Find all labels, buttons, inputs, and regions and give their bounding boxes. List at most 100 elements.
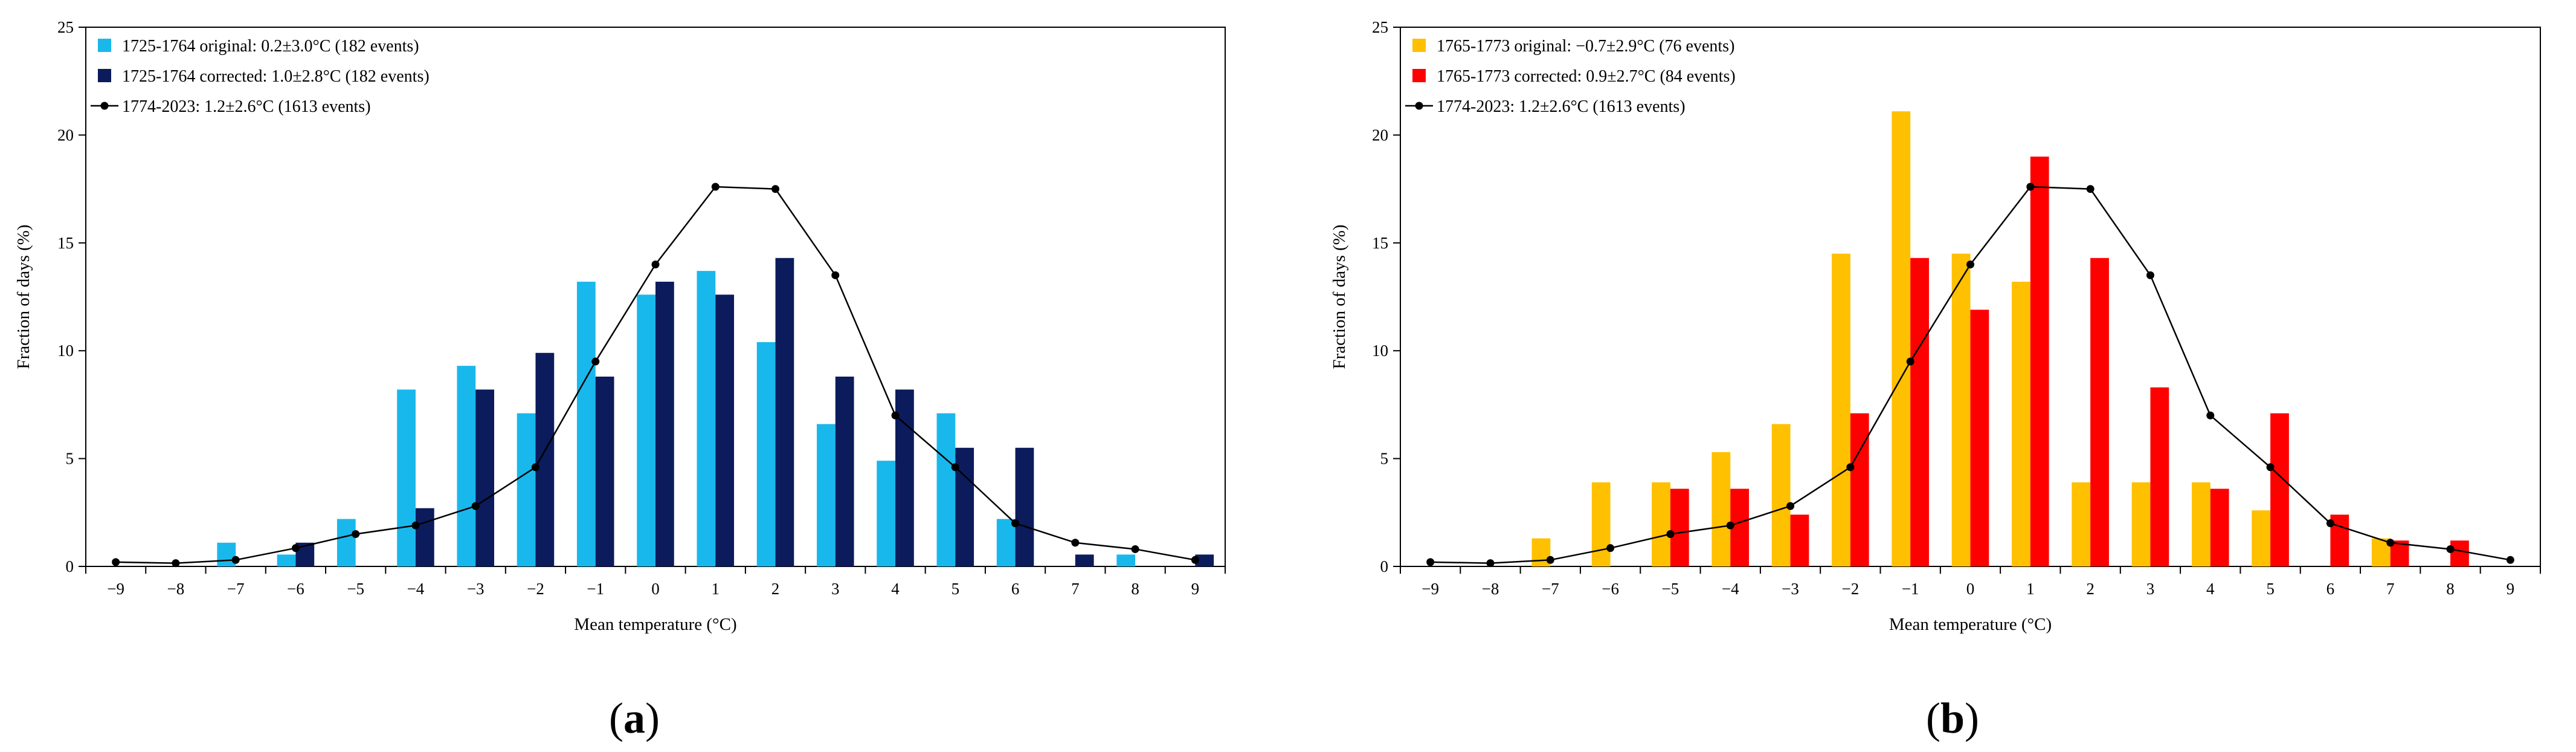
bar-corrected-−5 xyxy=(1670,488,1689,566)
reference-point xyxy=(411,521,420,530)
panel-paren: ) xyxy=(645,694,660,742)
bar-corrected-2 xyxy=(775,258,794,566)
x-axis-label: Mean temperature (°C) xyxy=(1889,615,2052,634)
x-tick-label: −3 xyxy=(467,580,485,598)
x-tick-label: 0 xyxy=(651,580,660,598)
y-tick-label: 10 xyxy=(1372,342,1388,360)
bar-corrected-−2 xyxy=(535,352,555,566)
x-tick-label: 2 xyxy=(771,580,780,598)
reference-point xyxy=(1666,530,1675,538)
bar-corrected-7 xyxy=(1075,554,1094,566)
x-tick-label: −9 xyxy=(1422,580,1439,598)
y-tick-label: 25 xyxy=(57,18,74,36)
bar-original-8 xyxy=(1116,554,1136,566)
reference-point xyxy=(591,357,600,366)
x-tick-label: 1 xyxy=(2026,580,2035,598)
legend-swatch xyxy=(1412,39,1426,52)
bar-original-−3 xyxy=(1771,424,1791,566)
legend-entry: 1725-1764 corrected: 1.0±2.8°C (182 even… xyxy=(122,67,430,86)
bar-corrected-−2 xyxy=(1850,413,1869,566)
bar-original-4 xyxy=(877,461,896,566)
bar-corrected-0 xyxy=(655,282,674,566)
reference-point xyxy=(1486,559,1495,568)
reference-point xyxy=(1011,519,1020,528)
reference-point xyxy=(831,271,840,279)
x-tick-label: −6 xyxy=(287,580,304,598)
reference-point xyxy=(2506,556,2514,564)
x-tick-label: 8 xyxy=(2446,580,2455,598)
reference-point xyxy=(1131,545,1139,553)
reference-point xyxy=(2206,411,2215,420)
legend-entry: 1774-2023: 1.2±2.6°C (1613 events) xyxy=(1437,97,1686,116)
panel-label: (a) xyxy=(609,694,660,742)
reference-point xyxy=(1426,558,1435,566)
bar-original-3 xyxy=(2131,482,2151,566)
legend-swatch xyxy=(98,69,111,82)
x-tick-label: 7 xyxy=(1071,580,1080,598)
y-tick-label: 20 xyxy=(57,126,74,144)
panel-paren: ( xyxy=(609,694,623,742)
bar-original-−4 xyxy=(1711,452,1731,566)
x-axis-label: Mean temperature (°C) xyxy=(574,615,736,634)
bar-corrected-0 xyxy=(1970,310,1989,566)
reference-point xyxy=(2086,185,2095,193)
reference-point xyxy=(352,530,360,538)
x-tick-label: 1 xyxy=(712,580,720,598)
bar-corrected-−4 xyxy=(415,508,434,566)
bar-original-−6 xyxy=(277,554,296,566)
x-tick-label: 4 xyxy=(2206,580,2215,598)
bar-original-−5 xyxy=(1652,482,1670,566)
bar-original-2 xyxy=(756,342,776,566)
x-tick-label: −1 xyxy=(587,580,604,598)
reference-point xyxy=(531,463,539,472)
y-tick-label: 10 xyxy=(57,342,74,360)
x-tick-label: −2 xyxy=(1842,580,1860,598)
reference-point xyxy=(172,559,180,568)
legend-swatch xyxy=(1412,69,1426,82)
reference-point xyxy=(1786,502,1795,510)
bar-original-5 xyxy=(2252,510,2271,566)
bar-original-3 xyxy=(817,424,836,566)
bar-original-1 xyxy=(697,271,716,566)
bar-original-5 xyxy=(936,413,956,566)
reference-point xyxy=(1966,260,1974,268)
x-tick-label: 5 xyxy=(2266,580,2275,598)
bar-original-2 xyxy=(2072,482,2091,566)
reference-point xyxy=(471,502,480,510)
reference-point xyxy=(2146,271,2154,279)
y-tick-label: 15 xyxy=(57,234,74,252)
x-tick-label: 6 xyxy=(2326,580,2335,598)
x-tick-label: −5 xyxy=(347,580,364,598)
panel-letter: a xyxy=(623,694,645,742)
y-tick-label: 15 xyxy=(1372,234,1388,252)
reference-point xyxy=(651,260,660,268)
legend-marker xyxy=(100,102,109,110)
reference-point xyxy=(1546,556,1554,564)
panel-paren: ) xyxy=(1965,694,1979,742)
x-tick-label: 3 xyxy=(2146,580,2155,598)
reference-point xyxy=(2266,463,2275,472)
x-tick-label: 2 xyxy=(2086,580,2095,598)
bar-corrected-−3 xyxy=(475,389,494,566)
reference-point xyxy=(291,544,300,553)
reference-point xyxy=(2446,545,2455,553)
bar-corrected-−3 xyxy=(1790,514,1809,566)
legend: 1725-1764 original: 0.2±3.0°C (182 event… xyxy=(91,37,430,116)
bar-corrected-−1 xyxy=(595,377,614,566)
legend-entry: 1725-1764 original: 0.2±3.0°C (182 event… xyxy=(122,37,419,56)
bar-original-−5 xyxy=(336,519,356,566)
bar-corrected-3 xyxy=(2150,387,2169,566)
bar-corrected-6 xyxy=(1015,447,1034,566)
x-tick-label: −9 xyxy=(107,580,124,598)
x-tick-label: 0 xyxy=(1966,580,1975,598)
bar-original-−6 xyxy=(1591,482,1611,566)
chart-panel-b: 0 5 10 15 20 25 −9 −8 −7 −6 −5 −4 −3 −2 −1 0 1 2 3 4 5 6 7 8 9 Me… xyxy=(1330,18,2541,742)
bar-corrected-8 xyxy=(2450,540,2469,566)
bar-corrected-4 xyxy=(2210,488,2229,566)
legend: 1765-1773 original: −0.7±2.9°C (76 event… xyxy=(1405,37,1736,116)
y-tick-label: 20 xyxy=(1372,126,1388,144)
bar-original-−1 xyxy=(576,282,596,566)
bar-original-1 xyxy=(2012,282,2030,566)
legend-entry: 1774-2023: 1.2±2.6°C (1613 events) xyxy=(122,97,371,116)
bar-original-4 xyxy=(2191,482,2211,566)
